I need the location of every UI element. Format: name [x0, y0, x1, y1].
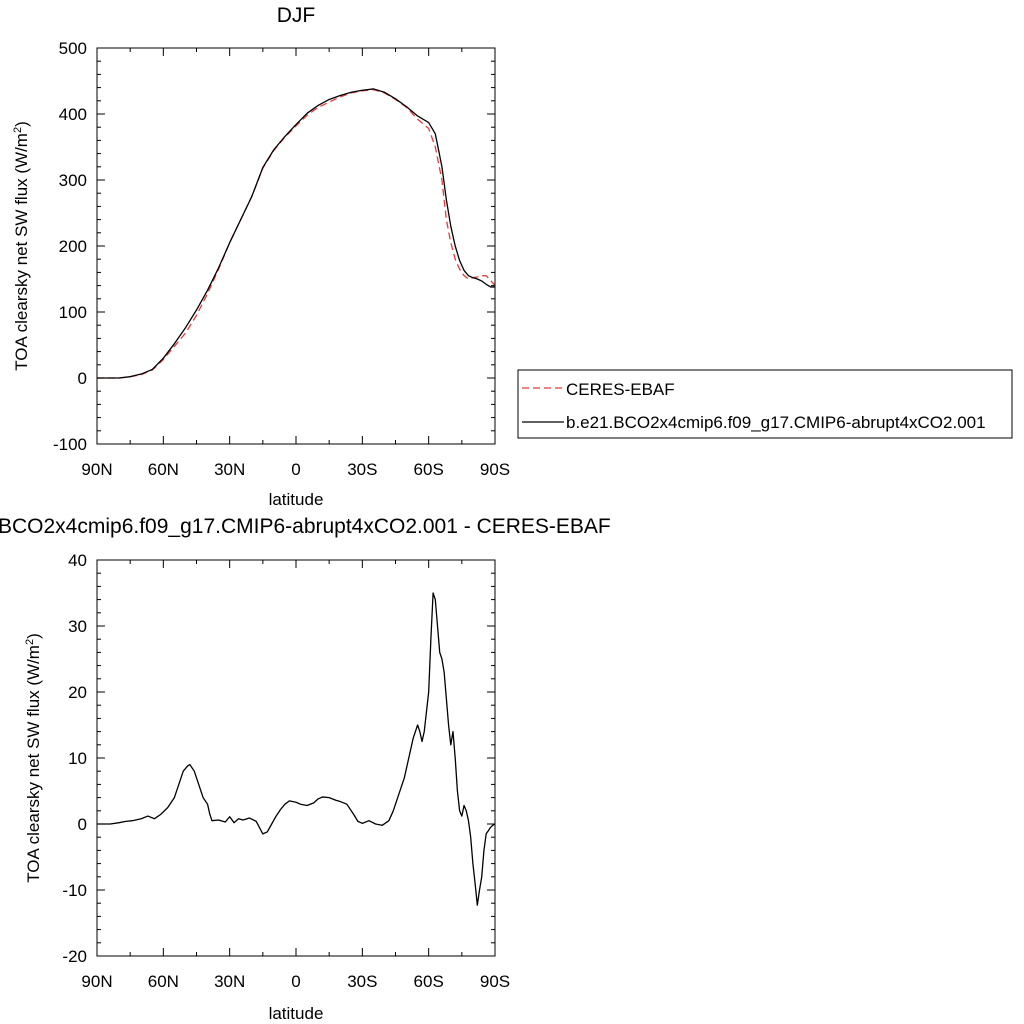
series-line-model: [97, 88, 495, 379]
top-y-tick-labels: -100 0 100 200 300 400 500: [53, 39, 87, 454]
top-plot-frame: [96, 47, 496, 445]
y-tick-label: 40: [68, 551, 87, 570]
x-tick-label: 60N: [148, 972, 179, 991]
y-tick-label: 100: [59, 303, 87, 322]
x-tick-label: 30S: [347, 972, 377, 991]
y-tick-label: 300: [59, 171, 87, 190]
series-line-difference: [97, 592, 496, 906]
y-tick-label: 400: [59, 105, 87, 124]
bottom-chart-title: BCO2x4cmip6.f09_g17.CMIP6-abrupt4xCO2.00…: [0, 515, 611, 538]
legend-box: [517, 369, 1013, 439]
x-tick-label: 60N: [148, 460, 179, 479]
y-tick-label: -10: [62, 881, 87, 900]
y-tick-label: 20: [68, 683, 87, 702]
bottom-series-layer: [97, 592, 496, 906]
y-tick-label: 30: [68, 617, 87, 636]
y-tick-label: -20: [62, 947, 87, 966]
bottom-plot-frame: [96, 559, 496, 957]
top-x-axis-label: latitude: [269, 490, 324, 509]
bottom-x-axis-label: latitude: [269, 1004, 324, 1023]
bottom-y-axis-label: TOA clearsky net SW flux (W/m2): [24, 633, 43, 883]
bottom-tick-marks: [96, 559, 496, 957]
y-tick-label: -100: [53, 435, 87, 454]
x-tick-label: 30S: [347, 460, 377, 479]
x-tick-label: 90S: [480, 460, 510, 479]
top-chart-title: DJF: [277, 4, 316, 27]
y-tick-label: 10: [68, 749, 87, 768]
bottom-y-tick-labels: -20 -10 0 10 20 30 40: [62, 551, 87, 966]
x-tick-label: 0: [291, 460, 300, 479]
x-tick-label: 90N: [81, 460, 112, 479]
legend: CERES-EBAF b.e21.BCO2x4cmip6.f09_g17.CMI…: [517, 369, 1013, 439]
legend-label-model: b.e21.BCO2x4cmip6.f09_g17.CMIP6-abrupt4x…: [566, 413, 986, 432]
x-tick-label: 30N: [214, 972, 245, 991]
top-y-axis-label: TOA clearsky net SW flux (W/m2): [12, 121, 31, 371]
x-tick-label: 60S: [414, 460, 444, 479]
x-tick-label: 0: [291, 972, 300, 991]
x-tick-label: 30N: [214, 460, 245, 479]
x-tick-label: 90N: [81, 972, 112, 991]
difference-panel: BCO2x4cmip6.f09_g17.CMIP6-abrupt4xCO2.00…: [0, 515, 611, 1023]
x-tick-label: 60S: [414, 972, 444, 991]
djf-flux-panel: DJF 90N 60N 30N 0 30S 60S 90S -100 0 100 200 300 40…: [12, 4, 1013, 509]
legend-label-ceres: CERES-EBAF: [566, 380, 675, 399]
bottom-x-tick-labels: 90N 60N 30N 0 30S 60S 90S: [81, 972, 510, 991]
series-line-ceres-ebaf: [97, 88, 496, 379]
y-tick-label: 0: [78, 369, 87, 388]
top-series-layer: [97, 88, 496, 379]
y-tick-label: 0: [78, 815, 87, 834]
y-tick-label: 500: [59, 39, 87, 58]
top-x-tick-labels: 90N 60N 30N 0 30S 60S 90S: [81, 460, 510, 479]
x-tick-label: 90S: [480, 972, 510, 991]
top-tick-marks: [96, 47, 496, 445]
y-tick-label: 200: [59, 237, 87, 256]
